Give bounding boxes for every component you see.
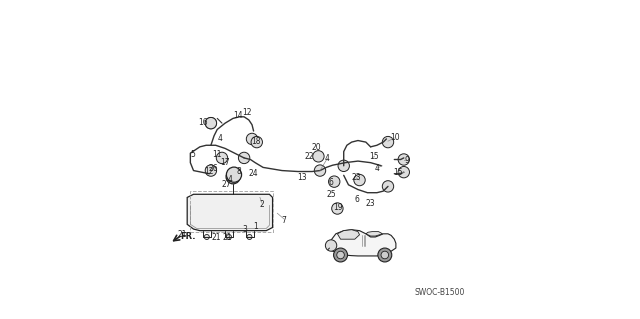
Text: 10: 10 <box>390 133 399 143</box>
Text: 6: 6 <box>355 196 360 204</box>
Text: 4: 4 <box>227 175 232 184</box>
Text: 27: 27 <box>222 180 232 189</box>
Circle shape <box>354 174 365 186</box>
Circle shape <box>205 165 216 176</box>
Circle shape <box>398 154 410 165</box>
Text: 1: 1 <box>253 222 258 231</box>
Circle shape <box>328 176 340 187</box>
Text: 21: 21 <box>212 234 221 242</box>
Circle shape <box>204 234 209 240</box>
Circle shape <box>246 133 258 145</box>
Circle shape <box>314 165 326 176</box>
Polygon shape <box>328 230 396 256</box>
Circle shape <box>239 152 250 164</box>
Text: 14: 14 <box>233 111 243 120</box>
Circle shape <box>338 160 349 172</box>
Circle shape <box>382 181 394 192</box>
Circle shape <box>381 251 388 259</box>
Text: 6: 6 <box>329 178 334 187</box>
Text: 21: 21 <box>223 234 232 242</box>
Circle shape <box>333 248 348 262</box>
Circle shape <box>226 170 240 184</box>
Text: 23: 23 <box>351 173 361 182</box>
Text: 15: 15 <box>393 168 403 177</box>
Circle shape <box>382 137 394 148</box>
Text: 18: 18 <box>251 137 260 146</box>
Circle shape <box>205 117 216 129</box>
Circle shape <box>313 151 324 162</box>
Text: 22: 22 <box>304 152 314 161</box>
Text: 4: 4 <box>218 134 223 144</box>
Text: 26: 26 <box>209 164 219 173</box>
Text: 25: 25 <box>326 190 336 199</box>
Circle shape <box>247 234 252 240</box>
Text: 9: 9 <box>405 156 410 165</box>
Circle shape <box>251 137 262 148</box>
Text: 3: 3 <box>243 225 248 234</box>
Circle shape <box>398 167 410 178</box>
Polygon shape <box>187 194 273 231</box>
Circle shape <box>337 251 344 259</box>
Text: 8: 8 <box>236 167 241 176</box>
Text: SWOC-B1500: SWOC-B1500 <box>415 288 465 297</box>
Text: 2: 2 <box>260 200 264 209</box>
Text: 16: 16 <box>198 118 208 127</box>
Polygon shape <box>337 230 360 239</box>
Circle shape <box>216 152 228 164</box>
Text: 5: 5 <box>191 150 195 159</box>
Circle shape <box>332 203 343 214</box>
Text: 15: 15 <box>369 152 380 161</box>
Text: 20: 20 <box>312 143 321 152</box>
Circle shape <box>378 248 392 262</box>
Circle shape <box>227 234 232 240</box>
Text: 12: 12 <box>243 108 252 117</box>
Text: 17: 17 <box>220 158 230 167</box>
Text: 4: 4 <box>374 164 380 173</box>
Text: FR.: FR. <box>180 232 196 241</box>
Circle shape <box>229 173 237 181</box>
Text: 7: 7 <box>282 216 286 225</box>
Circle shape <box>205 117 216 129</box>
Circle shape <box>325 240 337 251</box>
Text: 21: 21 <box>177 230 187 239</box>
Text: 11: 11 <box>212 150 222 159</box>
Text: 13: 13 <box>297 173 307 182</box>
Circle shape <box>227 167 241 182</box>
Text: 24: 24 <box>249 169 259 178</box>
Text: 19: 19 <box>333 203 342 212</box>
Text: 23: 23 <box>366 199 376 208</box>
Text: 12: 12 <box>204 167 214 176</box>
Polygon shape <box>366 232 383 236</box>
Text: 4: 4 <box>325 154 330 163</box>
